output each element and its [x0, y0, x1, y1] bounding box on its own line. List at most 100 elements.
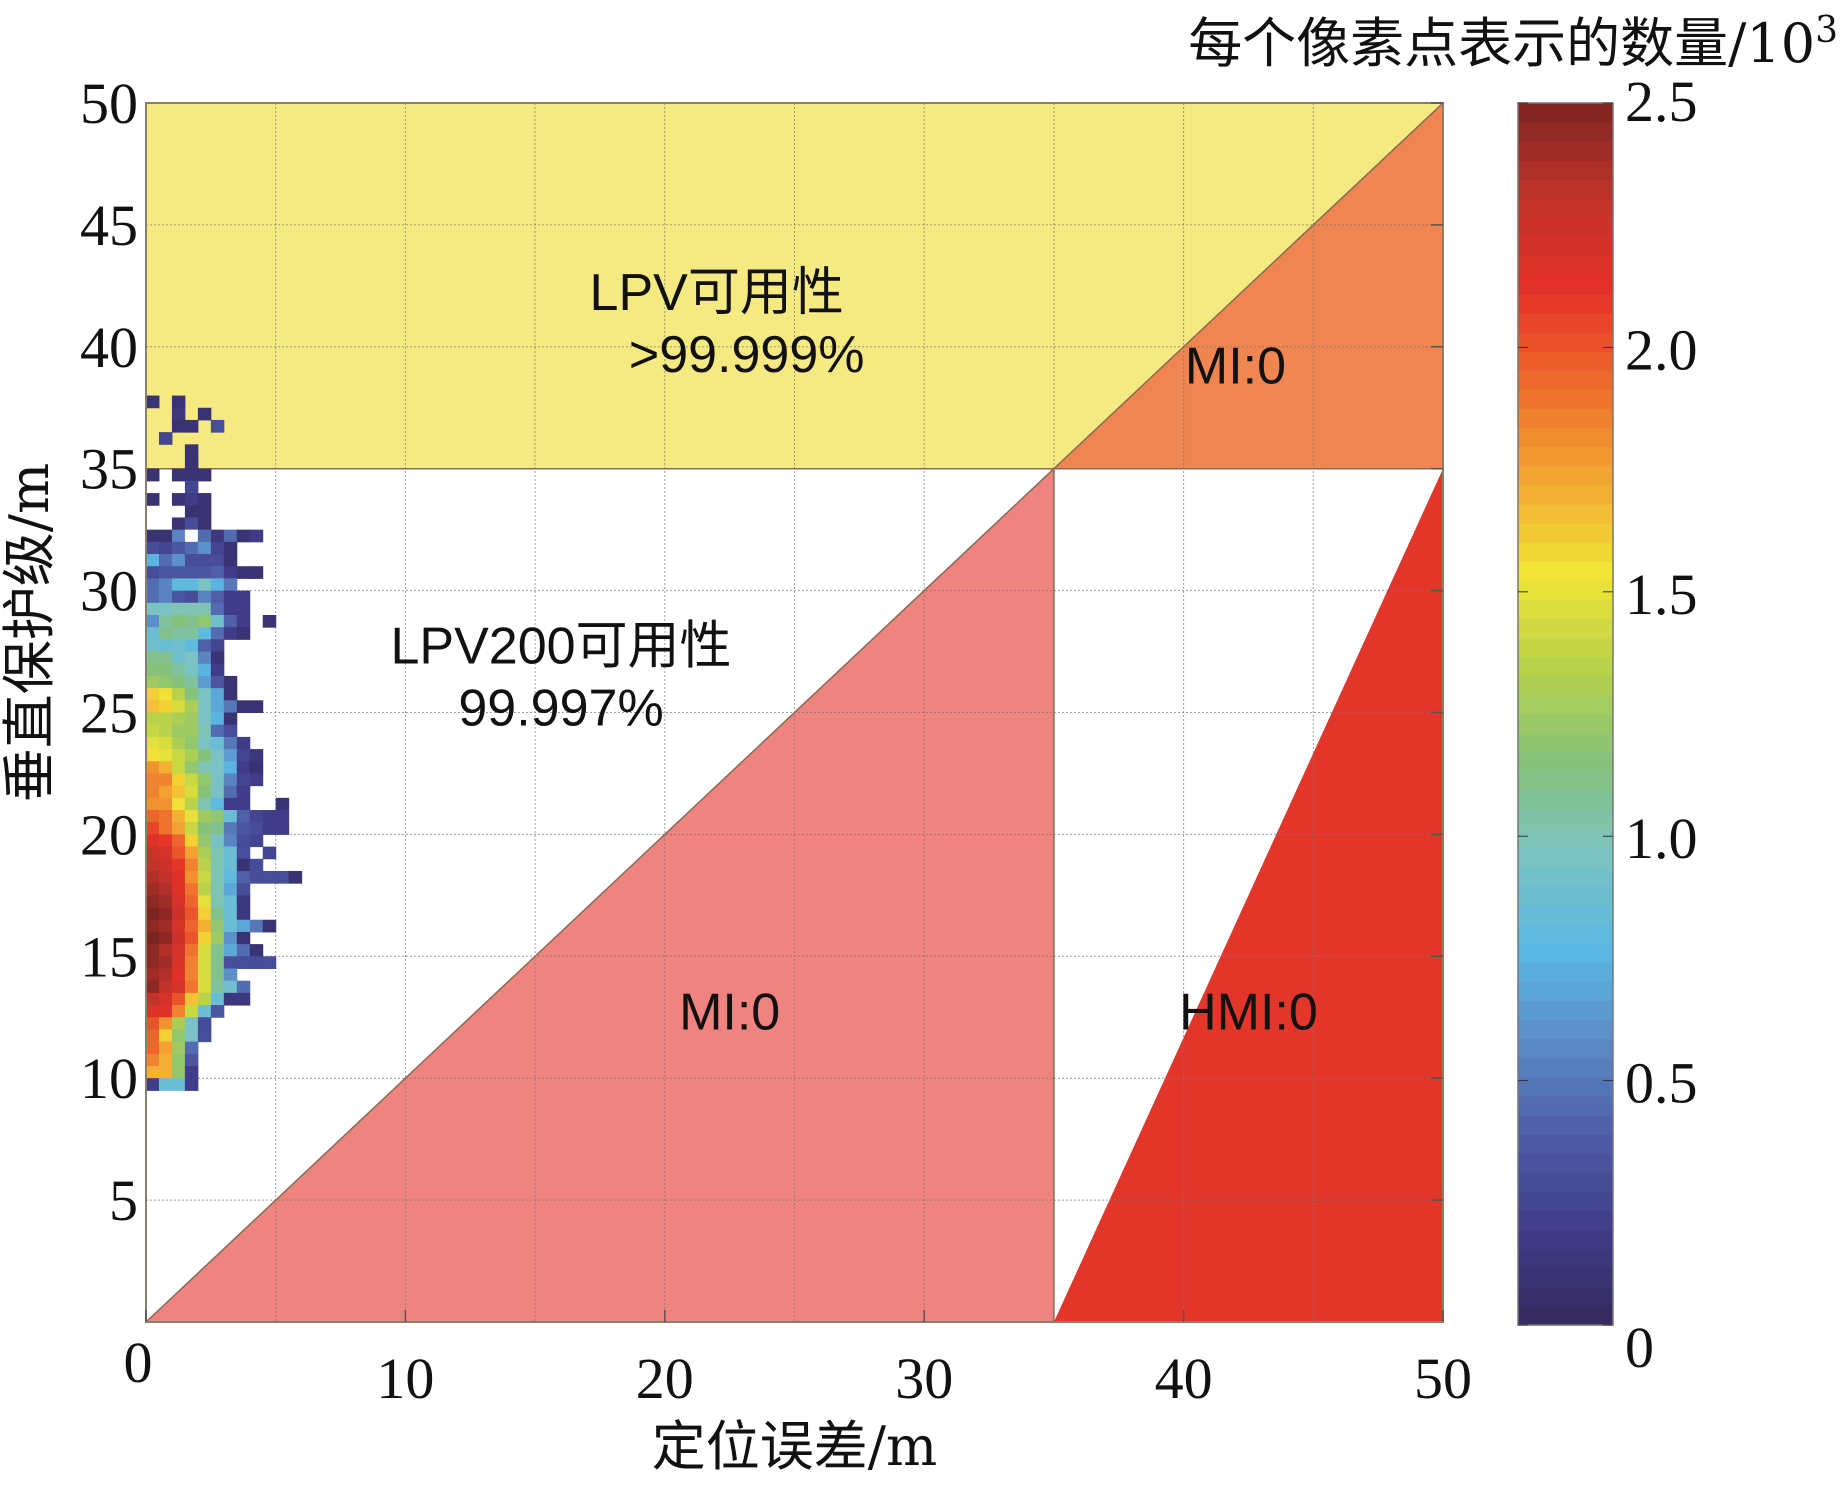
heatmap-cell — [236, 614, 251, 628]
heatmap-cell — [249, 919, 264, 933]
heatmap-cell — [146, 627, 160, 640]
colorbar-segment — [1518, 618, 1613, 639]
heatmap-cell — [171, 602, 186, 616]
colorbar-segment — [1518, 465, 1613, 486]
heatmap-cell — [210, 602, 225, 616]
region-label-line1: LPV可用性 — [590, 264, 844, 322]
colorbar-segment — [1518, 1076, 1613, 1097]
colorbar-segment — [1518, 656, 1613, 677]
colorbar-segment — [1518, 1210, 1613, 1231]
colorbar-segment — [1518, 1057, 1613, 1078]
heatmap-cell — [158, 944, 173, 957]
heatmap-cell — [184, 797, 199, 811]
heatmap-cell — [158, 432, 173, 445]
heatmap-cell — [146, 883, 160, 896]
heatmap-cell — [158, 810, 173, 823]
heatmap-cell — [197, 700, 212, 713]
heatmap-cell — [184, 980, 199, 994]
heatmap-cell — [236, 590, 251, 604]
heatmap-cell — [223, 602, 238, 616]
y-tick-label: 15 — [80, 924, 138, 989]
heatmap-cell — [171, 749, 186, 762]
heatmap-cell — [184, 931, 199, 945]
region-label-line2: 99.997% — [458, 680, 663, 738]
colorbar-tick-label: 1.0 — [1625, 806, 1698, 871]
heatmap-cell — [236, 956, 251, 969]
heatmap-cell — [158, 712, 173, 726]
heatmap-cell — [146, 907, 160, 921]
heatmap-cell — [158, 834, 173, 848]
colorbar-segment — [1518, 408, 1613, 429]
heatmap-cell — [236, 761, 251, 774]
heatmap-cell — [236, 822, 251, 835]
heatmap-cell — [223, 724, 238, 738]
heatmap-cell — [184, 444, 199, 458]
heatmap-cell — [146, 992, 160, 1006]
heatmap-cell — [146, 566, 160, 579]
heatmap-cell — [146, 541, 160, 555]
diagonal-boundary — [145, 102, 1444, 1323]
heatmap-cell — [158, 1078, 173, 1091]
heatmap-cell — [236, 834, 251, 848]
heatmap-cell — [158, 566, 173, 579]
heatmap-cell — [223, 931, 238, 945]
region-label-lpv200-availability: LPV200可用性 99.997% — [391, 618, 732, 738]
heatmap-cell — [171, 883, 186, 896]
colorbar-segment — [1518, 542, 1613, 562]
heatmap-cell — [262, 810, 277, 823]
heatmap-cell — [171, 919, 186, 933]
colorbar-tick-label: 2.5 — [1625, 69, 1698, 134]
heatmap-cell — [210, 736, 225, 750]
x-axis-ticks: 0 10 20 30 40 50 — [124, 1310, 1472, 1411]
heatmap-cell — [210, 566, 225, 579]
heatmap-cell — [184, 541, 199, 555]
heatmap-cell — [158, 614, 173, 628]
heatmap-cell — [171, 1017, 186, 1030]
heatmap-cell — [262, 614, 277, 628]
heatmap-cell — [210, 651, 225, 665]
region-label-lpv-availability: LPV可用性>99.999% — [590, 264, 865, 384]
colorbar-segment — [1518, 217, 1613, 238]
heatmap-layer — [146, 395, 303, 1091]
heatmap-cell — [171, 554, 186, 567]
heatmap-cell — [223, 614, 238, 628]
colorbar-segment — [1518, 771, 1613, 791]
heatmap-cell — [223, 944, 238, 957]
heatmap-cell — [236, 529, 251, 543]
heatmap-cell — [146, 639, 160, 653]
heatmap-cell — [171, 797, 186, 811]
heatmap-cell — [158, 797, 173, 811]
heatmap-cell — [171, 810, 186, 823]
y-tick-label: 5 — [109, 1168, 138, 1233]
heatmap-cell — [223, 895, 238, 909]
heatmap-cell — [210, 834, 225, 848]
colorbar-tick-label: 1.5 — [1625, 562, 1698, 627]
heatmap-cell — [197, 1005, 212, 1018]
heatmap-cell — [146, 749, 160, 762]
heatmap-cell — [184, 1053, 199, 1067]
heatmap-cell — [158, 602, 173, 616]
heatmap-cell — [158, 968, 173, 982]
heatmap-cell — [210, 883, 225, 896]
heatmap-cell — [184, 785, 199, 799]
y-tick-label: 50 — [80, 71, 138, 136]
heatmap-cell — [184, 1029, 199, 1043]
colorbar-segment — [1518, 160, 1613, 180]
heatmap-cell — [146, 761, 160, 774]
heatmap-cell — [146, 895, 160, 909]
heatmap-cell — [146, 1053, 160, 1067]
heatmap-cell — [146, 944, 160, 957]
region-label-hmi: HMI:0 — [1179, 983, 1318, 1041]
heatmap-cell — [223, 883, 238, 896]
heatmap-cell — [158, 529, 173, 543]
heatmap-cell — [158, 1066, 173, 1079]
heatmap-cell — [146, 810, 160, 823]
heatmap-cell — [249, 773, 264, 787]
heatmap-cell — [262, 919, 277, 933]
heatmap-cell — [171, 736, 186, 750]
heatmap-cell — [184, 1005, 199, 1018]
colorbar-segment — [1518, 1114, 1613, 1135]
x-tick-label: 20 — [636, 1346, 694, 1411]
heatmap-cell — [146, 1029, 160, 1043]
region-label-mi-lower: MI:0 — [679, 983, 780, 1041]
